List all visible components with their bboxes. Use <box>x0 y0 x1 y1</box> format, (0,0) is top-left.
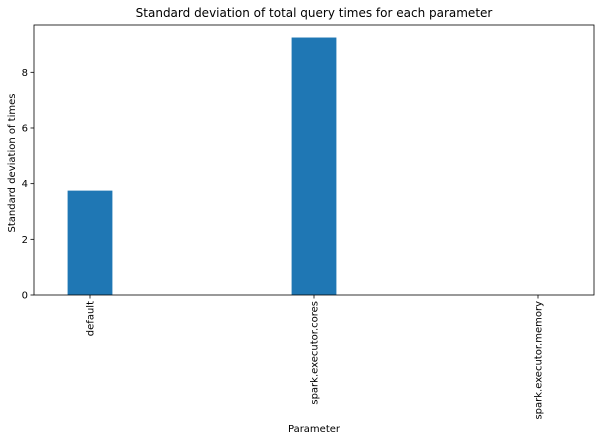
y-tick-label: 2 <box>22 235 28 246</box>
y-tick-label: 0 <box>22 291 28 302</box>
y-axis-label: Standard deviation of times <box>7 94 18 233</box>
bar-1 <box>291 37 337 296</box>
y-tick-label: 8 <box>22 68 28 79</box>
chart-title: Standard deviation of total query times … <box>136 6 493 20</box>
x-axis-ticks: default spark.executor.cores spark.executo… <box>86 295 545 420</box>
y-axis-ticks: 0 2 4 6 8 <box>22 68 34 302</box>
y-tick-label: 6 <box>22 123 28 134</box>
x-tick-label: spark.executor.memory <box>534 301 545 420</box>
bar-0 <box>67 190 113 295</box>
bars-group <box>67 37 337 296</box>
x-tick-label: default <box>86 301 97 336</box>
x-axis-label: Parameter <box>288 424 341 435</box>
y-tick-label: 4 <box>22 179 28 190</box>
plot-area-frame <box>33 24 595 296</box>
x-tick-label: spark.executor.cores <box>310 301 321 405</box>
